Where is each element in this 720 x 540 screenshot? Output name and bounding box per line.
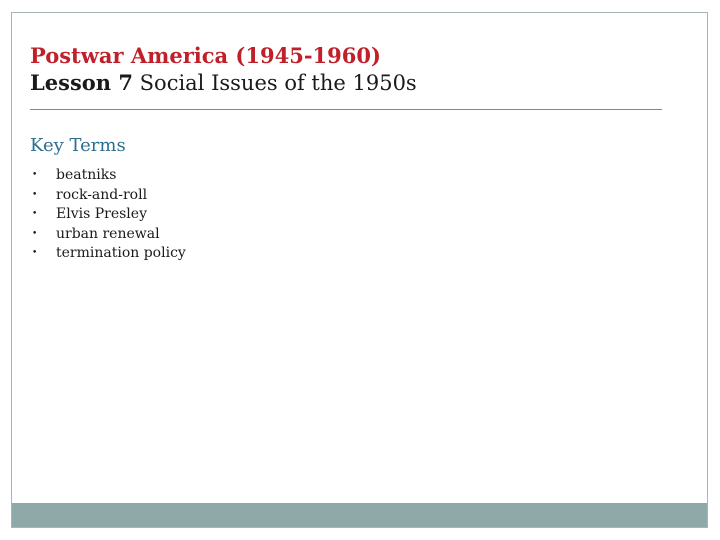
bullet-icon: • (32, 170, 38, 180)
lesson-number: Lesson 7 (30, 70, 133, 95)
term-label: beatniks (56, 167, 117, 183)
bullet-icon: • (32, 189, 38, 200)
unit-title: Postwar America (1945-1960) (30, 43, 381, 68)
lesson-topic: Social Issues of the 1950s (132, 71, 417, 95)
bullet-icon: • (32, 209, 38, 219)
footer-bar (12, 503, 707, 527)
slide: Postwar America (1945-1960) Lesson 7 Soc… (11, 12, 708, 528)
key-terms-heading: Key Terms (30, 135, 126, 156)
term-label: urban renewal (56, 225, 160, 242)
title-divider (30, 109, 662, 110)
term-label: Elvis Presley (56, 206, 147, 222)
term-label: rock-and-roll (56, 186, 148, 203)
bullet-icon: • (32, 228, 38, 239)
term-label: termination policy (56, 245, 186, 261)
bullet-icon: • (32, 248, 38, 258)
slide-title: Postwar America (1945-1960) Lesson 7 Soc… (30, 42, 670, 97)
lesson-title: Lesson 7 Social Issues of the 1950s (30, 69, 670, 97)
